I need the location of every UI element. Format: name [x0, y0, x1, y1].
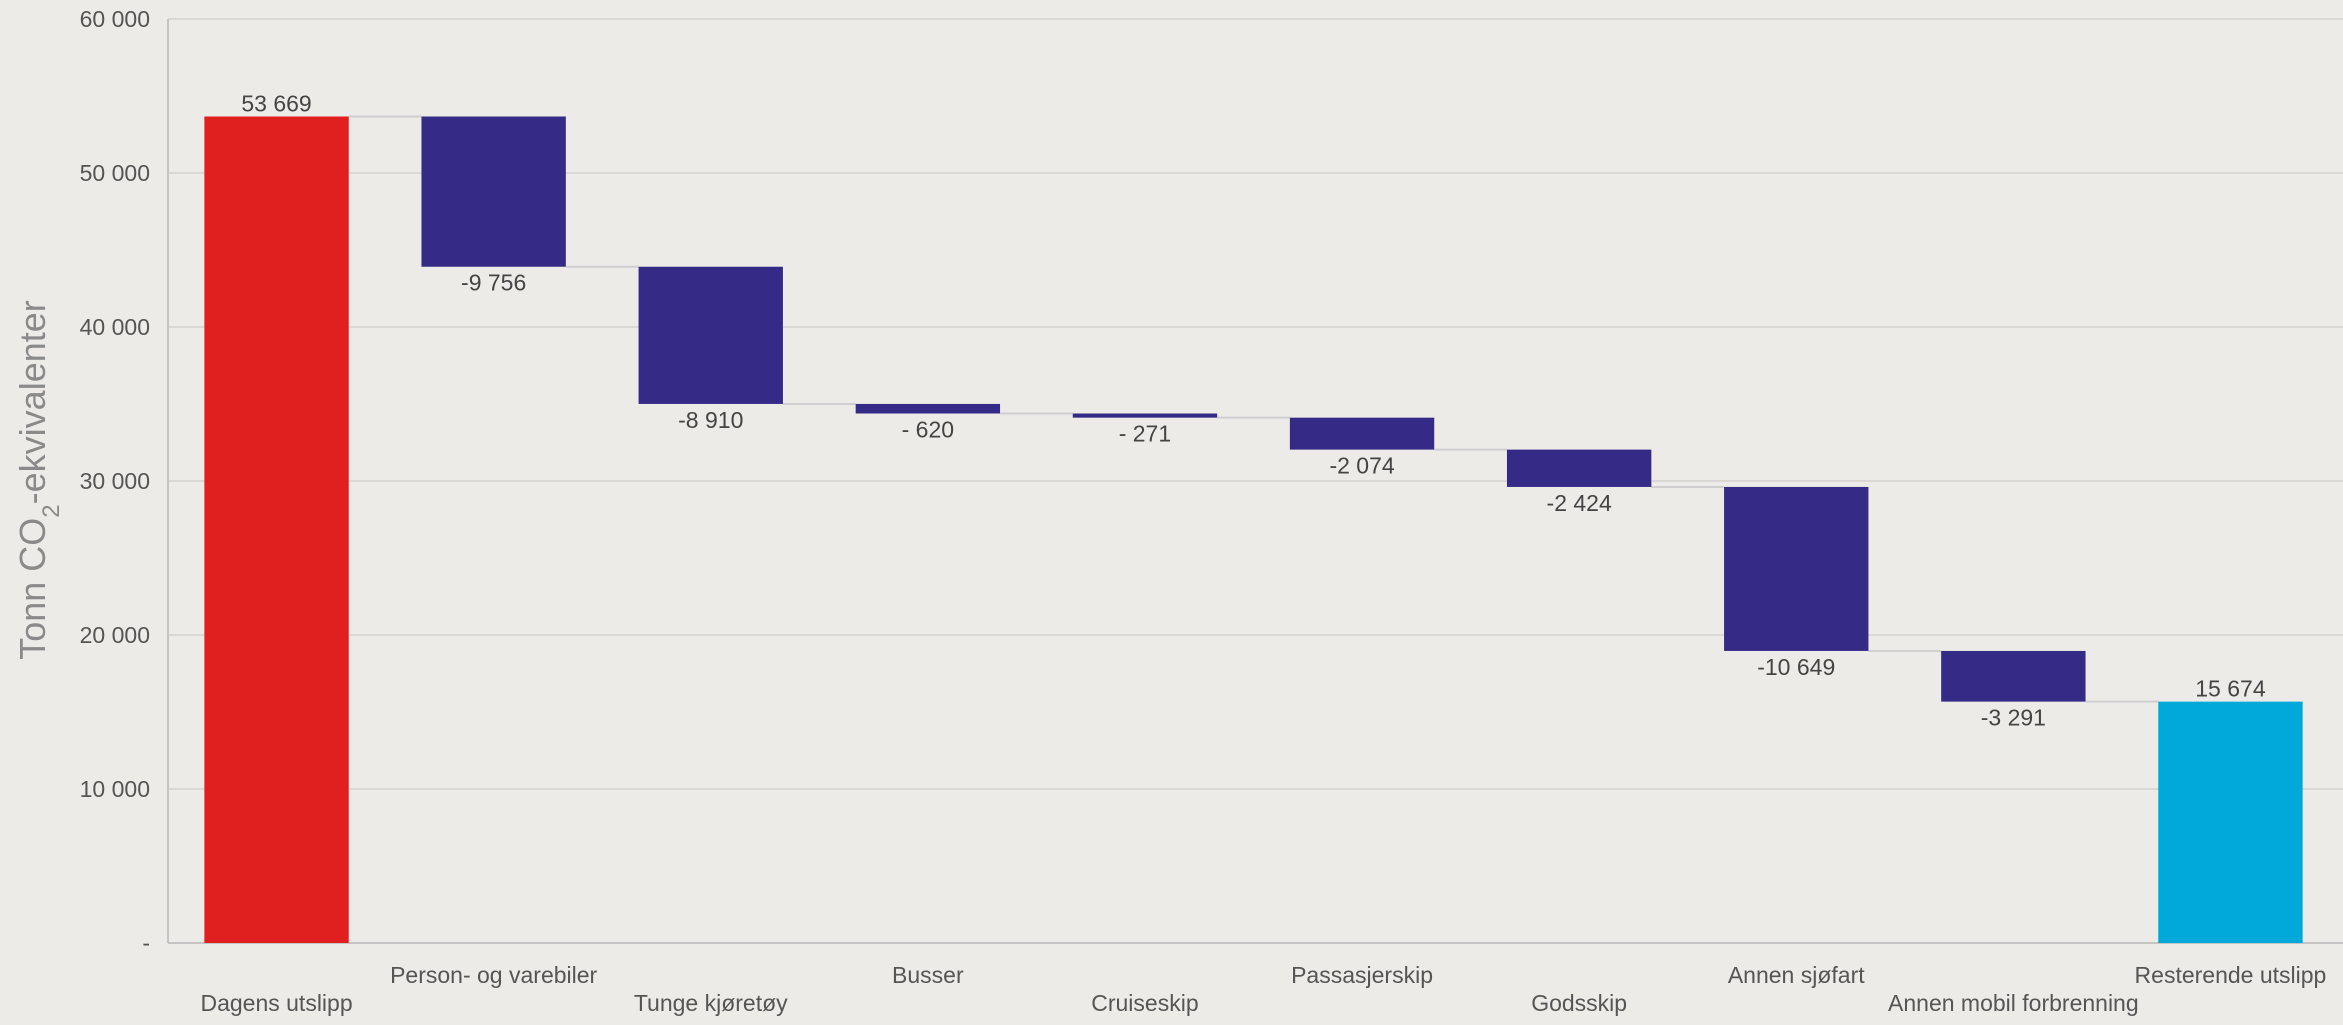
- y-axis-title-main: Tonn CO: [12, 518, 53, 660]
- data-label: - 620: [902, 417, 954, 443]
- data-label: 53 669: [241, 90, 311, 116]
- y-axis-title: Tonn CO2-ekvivalenter: [12, 300, 65, 660]
- category-label: Busser: [892, 962, 964, 988]
- data-label: -10 649: [1757, 654, 1835, 680]
- category-label: Cruiseskip: [1091, 990, 1198, 1016]
- category-labels: Dagens utslipp Person- og varebiler Tunge …: [200, 962, 2326, 1016]
- data-label: -8 910: [678, 407, 743, 433]
- bar-7: [1506, 449, 1652, 487]
- data-label: -3 291: [1981, 705, 2046, 731]
- y-tick-label: 50 000: [80, 160, 150, 186]
- y-axis: - 10 000 20 000 30 000 40 000 50 000 60 000: [80, 6, 2343, 956]
- bar-1: [204, 116, 349, 944]
- bar-8: [1724, 486, 1869, 651]
- y-axis-title-subscript: 2: [38, 504, 65, 517]
- category-label: Person- og varebiler: [390, 962, 597, 988]
- y-tick-label: 60 000: [80, 6, 150, 32]
- bar-4: [855, 403, 1001, 414]
- y-tick-label: -: [142, 930, 150, 956]
- category-label: Annen sjøfart: [1728, 962, 1865, 988]
- bar-5: [1072, 413, 1218, 418]
- category-label: Resterende utslipp: [2135, 962, 2327, 988]
- data-label: -2 074: [1329, 453, 1394, 479]
- bar-2: [421, 116, 566, 267]
- y-tick-label: 40 000: [80, 314, 150, 340]
- data-label: 15 674: [2195, 676, 2266, 702]
- bar-3: [638, 266, 783, 404]
- category-label: Dagens utslipp: [200, 990, 352, 1016]
- category-label: Annen mobil forbrenning: [1888, 990, 2139, 1016]
- category-label: Passasjerskip: [1291, 962, 1433, 988]
- y-tick-label: 30 000: [80, 468, 150, 494]
- bars: [204, 116, 2303, 944]
- connector-lines: [348, 115, 2159, 703]
- bar-6: [1289, 417, 1435, 450]
- y-tick-label: 10 000: [80, 776, 150, 802]
- data-label: -9 756: [461, 270, 526, 296]
- category-label: Godsskip: [1531, 990, 1627, 1016]
- bar-9: [1941, 650, 2086, 702]
- data-label: - 271: [1119, 421, 1171, 447]
- y-tick-label: 20 000: [80, 622, 150, 648]
- data-label: -2 424: [1547, 490, 1612, 516]
- bar-10: [2158, 701, 2303, 943]
- y-axis-title-rest: -ekvivalenter: [12, 300, 53, 504]
- data-labels: 53 669 -9 756 -8 910 - 620 - 271 -2 074 -2 424…: [241, 90, 2265, 730]
- category-label: Tunge kjøretøy: [634, 990, 788, 1016]
